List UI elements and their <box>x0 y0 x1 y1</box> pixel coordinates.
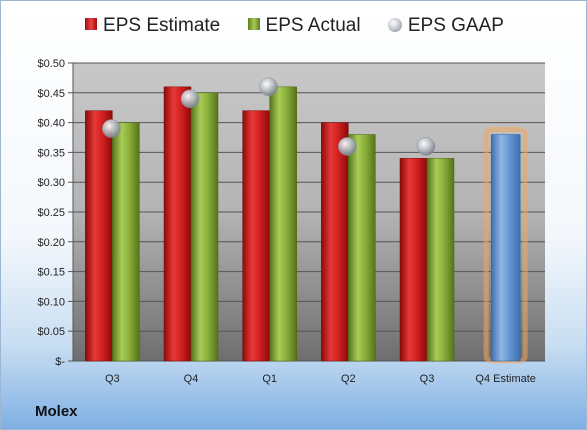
y-tick-label: $0.30 <box>37 177 65 189</box>
x-tick-label: Q4 Estimate <box>475 373 536 385</box>
point-eps-gaap <box>416 137 436 156</box>
bar-eps-estimate <box>163 86 192 362</box>
y-tick-label: $0.35 <box>37 147 65 159</box>
bar-eps-forecast <box>490 134 521 362</box>
y-tick-label: $- <box>55 356 65 368</box>
y-tick-label: $0.50 <box>37 58 65 70</box>
gaap-points <box>102 77 436 156</box>
legend-swatch-estimate <box>85 18 98 30</box>
y-tick-label: $0.05 <box>37 326 65 338</box>
bar-eps-actual <box>190 92 219 362</box>
x-tick-label: Q3 <box>105 373 120 385</box>
bar-eps-estimate <box>399 158 428 362</box>
y-tick-label: $0.40 <box>37 118 65 130</box>
bar-eps-estimate <box>85 110 113 362</box>
x-axis-ticks: Q3 Q4 Q1 Q2 Q3 Q4 Estimate <box>105 373 536 385</box>
legend-item-gaap: EPS GAAP <box>387 15 504 37</box>
y-tick-label: $0.10 <box>37 296 65 308</box>
legend-item-actual: EPS Actual <box>247 15 361 37</box>
point-eps-gaap <box>338 137 357 156</box>
legend-swatch-actual <box>247 18 260 30</box>
y-axis-ticks: $- $0.05 $0.10 $0.15 $0.20 $0.25 $0.30 $0.35 $0.… <box>37 58 65 368</box>
gridlines <box>68 62 545 362</box>
legend-label-actual: EPS Actual <box>265 15 361 36</box>
legend-label-estimate: EPS Estimate <box>103 15 221 36</box>
bars <box>85 86 528 364</box>
bar-eps-actual <box>426 158 455 362</box>
point-eps-gaap <box>180 89 200 109</box>
y-tick-label: $0.25 <box>37 207 65 219</box>
x-tick-label: Q2 <box>341 373 356 385</box>
bar-eps-estimate <box>242 110 270 362</box>
legend: EPS Estimate EPS Actual EPS GAAP <box>1 15 586 37</box>
point-eps-gaap <box>259 77 278 97</box>
bar-eps-actual <box>348 134 376 362</box>
bar-eps-actual <box>269 86 297 362</box>
legend-item-estimate: EPS Estimate <box>85 15 220 37</box>
x-tick-label: Q3 <box>420 373 435 385</box>
legend-swatch-gaap <box>387 18 402 32</box>
y-tick-label: $0.45 <box>37 88 65 100</box>
x-tick-label: Q1 <box>262 373 277 385</box>
x-tick-label: Q4 <box>184 373 199 385</box>
legend-label-gaap: EPS GAAP <box>407 15 504 36</box>
point-eps-gaap <box>102 119 121 138</box>
bar-eps-actual <box>112 122 140 362</box>
y-tick-label: $0.20 <box>37 237 65 249</box>
y-tick-label: $0.15 <box>37 267 65 279</box>
bar-eps-estimate <box>321 122 349 362</box>
company-name: Molex <box>35 403 78 420</box>
